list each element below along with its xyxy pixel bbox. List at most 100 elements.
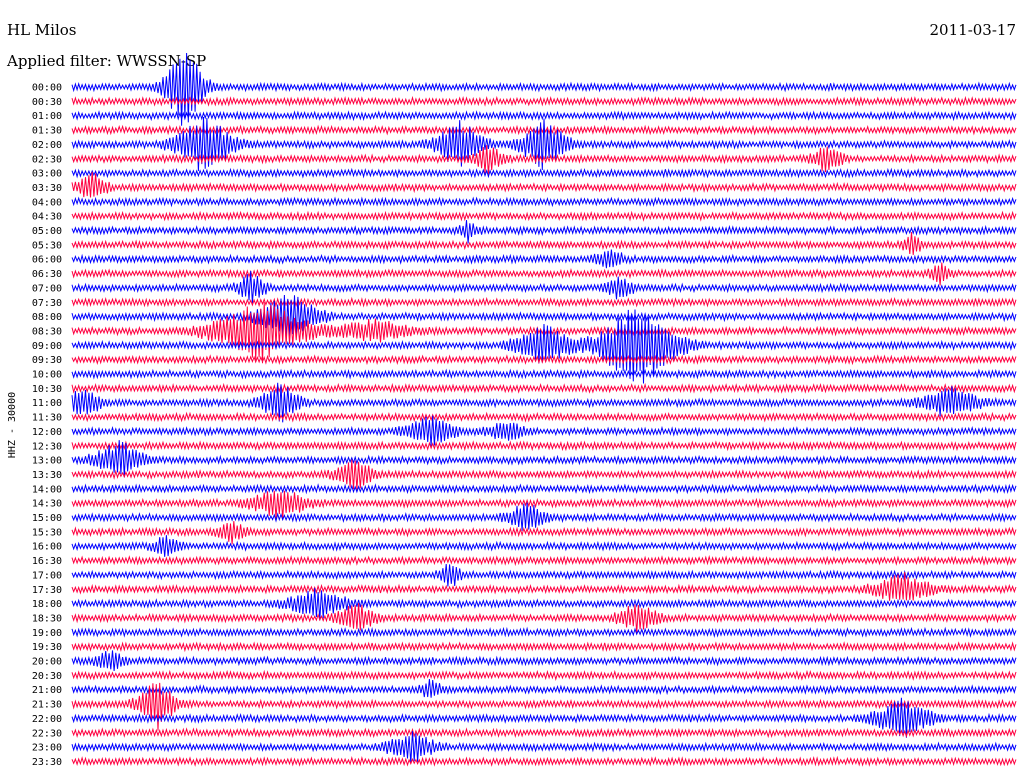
tick-label: 20:00 — [32, 657, 62, 668]
seismic-trace-0630 — [71, 262, 1017, 286]
filter-label: Applied filter: WWSSN-SP — [7, 52, 207, 70]
seismic-trace-1830 — [71, 603, 1017, 634]
seismic-trace-0100 — [71, 110, 1017, 122]
station-title: HL Milos — [7, 21, 77, 39]
seismic-trace-2030 — [71, 669, 1017, 681]
seismic-trace-0600 — [71, 249, 1017, 269]
tick-label: 23:00 — [32, 743, 62, 754]
seismic-traces — [71, 52, 1017, 767]
tick-label: 04:00 — [32, 197, 62, 208]
seismic-trace-1300 — [71, 440, 1017, 478]
tick-label: 02:00 — [32, 140, 62, 151]
tick-label: 21:30 — [32, 700, 62, 711]
seismic-trace-0330 — [71, 171, 1017, 198]
tick-label: 12:00 — [32, 427, 62, 438]
seismic-trace-2100 — [71, 678, 1017, 698]
seismic-trace-0530 — [71, 232, 1017, 255]
seismic-trace-1400 — [71, 483, 1017, 495]
tick-label: 07:30 — [32, 298, 62, 309]
tick-label: 08:30 — [32, 326, 62, 337]
tick-label: 22:30 — [32, 728, 62, 739]
tick-label: 18:00 — [32, 599, 62, 610]
tick-label: 03:00 — [32, 169, 62, 180]
tick-label: 17:00 — [32, 570, 62, 581]
seismic-trace-0230 — [71, 145, 1017, 175]
seismic-trace-2130 — [71, 682, 1017, 731]
tick-label: 13:00 — [32, 456, 62, 467]
tick-label: 16:30 — [32, 556, 62, 567]
seismic-trace-1900 — [71, 626, 1017, 638]
tick-label: 20:30 — [32, 671, 62, 682]
tick-label: 12:30 — [32, 441, 62, 452]
seismic-trace-2000 — [71, 650, 1017, 671]
seismic-trace-1630 — [71, 554, 1017, 567]
seismic-trace-0500 — [71, 220, 1017, 244]
seismic-trace-1500 — [71, 502, 1017, 531]
seismic-trace-1800 — [71, 587, 1017, 621]
tick-label: 11:30 — [32, 413, 62, 424]
seismic-trace-0430 — [71, 210, 1017, 222]
tick-label: 10:30 — [32, 384, 62, 395]
seismic-trace-1930 — [71, 641, 1017, 653]
seismic-trace-1530 — [71, 521, 1017, 545]
seismic-trace-1100 — [71, 382, 1017, 423]
seismic-trace-1730 — [71, 571, 1017, 601]
tick-label: 15:00 — [32, 513, 62, 524]
y-axis-label: HHZ - 30000 — [7, 392, 18, 458]
seismic-trace-0000 — [71, 52, 1017, 126]
seismic-trace-0930 — [71, 354, 1017, 366]
tick-label: 13:30 — [32, 470, 62, 481]
seismic-trace-0300 — [71, 167, 1017, 179]
tick-label: 18:30 — [32, 613, 62, 624]
tick-label: 05:30 — [32, 240, 62, 251]
tick-label: 11:00 — [32, 398, 62, 409]
time-tick-labels: 00:00 00:30 01:00 01:30 02:00 02:30 03:00 03:30… — [32, 83, 62, 768]
seismic-trace-1330 — [71, 459, 1017, 490]
seismic-trace-1200 — [71, 415, 1017, 447]
tick-label: 14:00 — [32, 484, 62, 495]
seismic-trace-1130 — [71, 411, 1017, 423]
seismic-trace-2300 — [71, 731, 1017, 764]
tick-label: 21:00 — [32, 685, 62, 696]
tick-label: 01:00 — [32, 111, 62, 122]
tick-label: 07:00 — [32, 283, 62, 294]
date-label: 2011-03-17 — [929, 21, 1016, 39]
tick-label: 02:30 — [32, 154, 62, 165]
tick-label: 04:30 — [32, 212, 62, 223]
seismic-trace-0800 — [71, 294, 1017, 341]
tick-label: 03:30 — [32, 183, 62, 194]
seismic-trace-1000 — [71, 368, 1017, 380]
tick-label: 08:00 — [32, 312, 62, 323]
tick-label: 06:30 — [32, 269, 62, 280]
seismic-trace-1700 — [71, 563, 1017, 587]
tick-label: 17:30 — [32, 585, 62, 596]
seismic-trace-2200 — [71, 697, 1017, 738]
tick-label: 10:00 — [32, 370, 62, 381]
tick-label: 15:30 — [32, 527, 62, 538]
seismic-trace-1600 — [71, 535, 1017, 557]
seismic-trace-0700 — [71, 270, 1017, 304]
seismic-trace-0030 — [71, 95, 1017, 107]
seismic-trace-1030 — [71, 382, 1017, 394]
tick-label: 06:00 — [32, 255, 62, 266]
tick-label: 22:00 — [32, 714, 62, 725]
tick-label: 19:00 — [32, 628, 62, 639]
seismic-trace-0730 — [71, 296, 1017, 308]
seismic-trace-0200 — [71, 116, 1017, 172]
tick-label: 09:00 — [32, 341, 62, 352]
seismic-trace-2330 — [71, 755, 1017, 767]
seismic-trace-2230 — [71, 727, 1017, 739]
tick-label: 00:00 — [32, 83, 62, 94]
tick-label: 00:30 — [32, 97, 62, 108]
seismic-trace-1230 — [71, 440, 1017, 452]
tick-label: 09:30 — [32, 355, 62, 366]
tick-label: 14:30 — [32, 499, 62, 510]
tick-label: 05:00 — [32, 226, 62, 237]
tick-label: 01:30 — [32, 126, 62, 137]
tick-label: 16:00 — [32, 542, 62, 553]
seismic-trace-0900 — [71, 309, 1017, 384]
tick-label: 23:30 — [32, 757, 62, 768]
seismic-trace-0400 — [71, 196, 1017, 208]
tick-label: 19:30 — [32, 642, 62, 653]
